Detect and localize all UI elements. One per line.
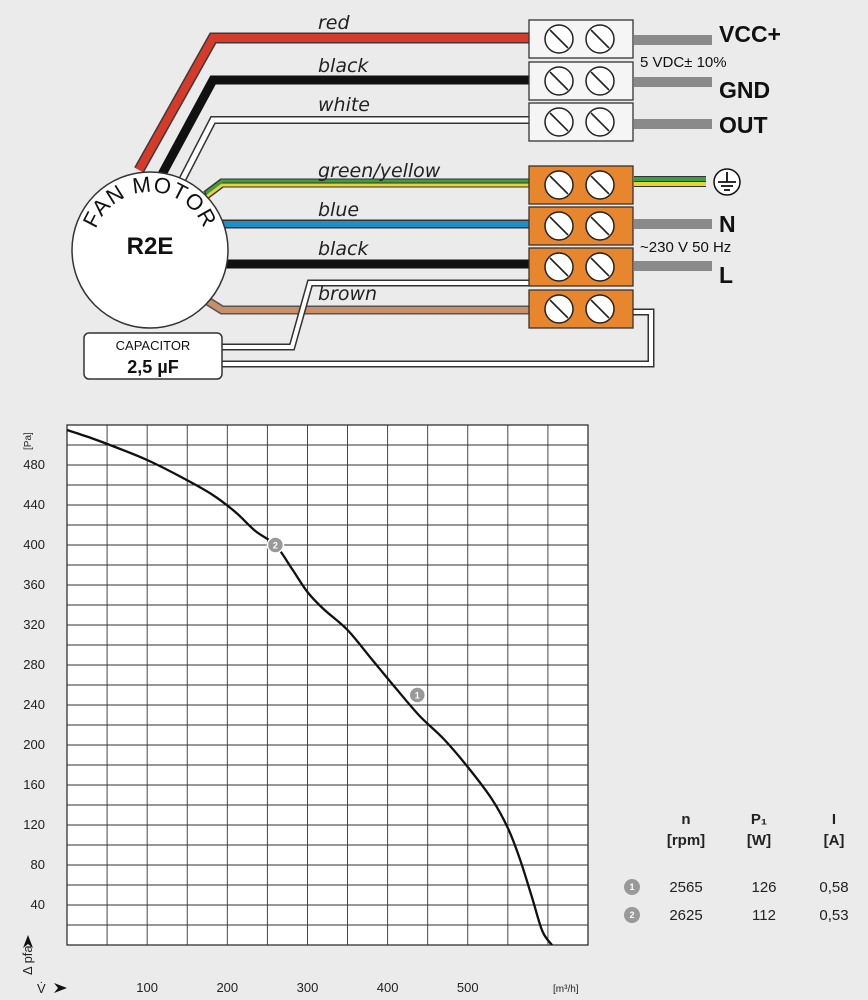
table-row: 1 2565 126 0,58 bbox=[624, 879, 849, 896]
ground-lead bbox=[634, 176, 706, 187]
x-tick-label: 500 bbox=[457, 980, 479, 995]
y-tick-label: 160 bbox=[23, 777, 45, 792]
x-axis-unit: [m³/h] bbox=[553, 984, 579, 995]
row-i: 0,58 bbox=[819, 879, 848, 896]
terminal-block bbox=[528, 247, 634, 287]
y-tick-label: 80 bbox=[31, 857, 45, 872]
x-tick-label: 200 bbox=[216, 980, 238, 995]
row-i: 0,53 bbox=[819, 907, 848, 924]
y-axis-label: Δ pfa bbox=[20, 945, 35, 975]
fan-motor bbox=[71, 171, 229, 329]
wire-white bbox=[176, 116, 535, 186]
operating-point-label: 2 bbox=[273, 541, 278, 551]
wire-label-black-ac: black bbox=[318, 238, 369, 260]
col-i-unit: [A] bbox=[824, 832, 845, 849]
y-tick-label: 400 bbox=[23, 537, 45, 552]
wire-black-dc bbox=[156, 75, 535, 181]
row-marker: 1 bbox=[629, 882, 634, 892]
row-p: 112 bbox=[752, 907, 776, 924]
y-tick-label: 320 bbox=[23, 617, 45, 632]
wire-label-red: red bbox=[318, 12, 351, 34]
terminal-block bbox=[528, 19, 634, 59]
terminal-l: L bbox=[719, 262, 733, 288]
y-axis-ticks: 40 80 120 160 200 240 280 320 360 400 440 480 bbox=[23, 457, 45, 912]
wire-label-blue: blue bbox=[318, 199, 359, 221]
terminal-gnd: GND bbox=[719, 77, 770, 103]
wiring-diagram: FAN MOTOR R2E CAPACITOR 2,5 µF red black… bbox=[71, 12, 781, 380]
fan-curve-line bbox=[66, 428, 553, 946]
wire-red bbox=[134, 32, 535, 173]
wire-label-black: black bbox=[318, 55, 369, 77]
terminal-vcc: VCC+ bbox=[719, 21, 781, 47]
row-n: 2625 bbox=[669, 907, 702, 924]
col-n-unit: [rpm] bbox=[667, 832, 705, 849]
terminal-block bbox=[528, 289, 634, 329]
capacitor-value: 2,5 µF bbox=[127, 357, 178, 377]
col-i-symbol: I bbox=[832, 811, 836, 828]
col-p-symbol: P₁ bbox=[751, 811, 767, 828]
y-tick-label: 480 bbox=[23, 457, 45, 472]
x-axis-arrow-icon bbox=[54, 983, 67, 993]
operating-point: 2 bbox=[266, 536, 285, 554]
row-p: 126 bbox=[751, 879, 776, 896]
y-tick-label: 360 bbox=[23, 577, 45, 592]
terminal-n: N bbox=[719, 211, 736, 237]
motor-model: R2E bbox=[127, 233, 174, 260]
y-axis-unit: [Pa] bbox=[23, 432, 34, 450]
x-axis-ticks: 100 200 300 400 500 bbox=[136, 980, 478, 995]
wire-label-brown: brown bbox=[318, 283, 377, 305]
wire-green-yellow bbox=[203, 178, 535, 199]
row-n: 2565 bbox=[669, 879, 702, 896]
operating-point: 1 bbox=[408, 686, 427, 704]
x-tick-label: 400 bbox=[377, 980, 399, 995]
y-tick-label: 40 bbox=[31, 897, 45, 912]
x-tick-label: 100 bbox=[136, 980, 158, 995]
operating-points: 21 bbox=[266, 536, 427, 704]
wire-label-green-yellow: green/yellow bbox=[318, 160, 441, 182]
supply-dc: 5 VDC± 10% bbox=[640, 54, 727, 71]
y-tick-label: 280 bbox=[23, 657, 45, 672]
y-tick-label: 440 bbox=[23, 497, 45, 512]
y-axis-arrow-icon bbox=[23, 935, 33, 948]
terminal-block bbox=[528, 165, 634, 205]
x-tick-label: 300 bbox=[297, 980, 319, 995]
supply-ac: ~230 V 50 Hz bbox=[640, 239, 731, 256]
y-tick-label: 240 bbox=[23, 697, 45, 712]
terminal-block bbox=[528, 102, 634, 142]
row-marker: 2 bbox=[629, 910, 634, 920]
terminal-block bbox=[528, 206, 634, 246]
terminal-out: OUT bbox=[719, 112, 768, 138]
table-row: 2 2625 112 0,53 bbox=[624, 907, 849, 924]
y-tick-label: 120 bbox=[23, 817, 45, 832]
capacitor-label: CAPACITOR bbox=[116, 338, 191, 353]
terminal-blocks bbox=[528, 19, 634, 329]
x-axis-label: V̇ bbox=[37, 981, 46, 996]
chart-grid bbox=[67, 425, 588, 945]
col-p-unit: [W] bbox=[747, 832, 771, 849]
col-n-symbol: n bbox=[681, 811, 690, 828]
capacitor bbox=[83, 332, 223, 380]
terminal-block bbox=[528, 61, 634, 101]
earth-ground-icon bbox=[713, 168, 741, 196]
y-tick-label: 200 bbox=[23, 737, 45, 752]
wire-brown bbox=[203, 296, 535, 315]
capacitor-wire-2 bbox=[222, 308, 655, 368]
capacitor-wire-1 bbox=[222, 279, 535, 351]
operating-point-label: 1 bbox=[415, 691, 420, 701]
wire-label-white: white bbox=[318, 94, 370, 116]
output-leads bbox=[634, 35, 712, 271]
